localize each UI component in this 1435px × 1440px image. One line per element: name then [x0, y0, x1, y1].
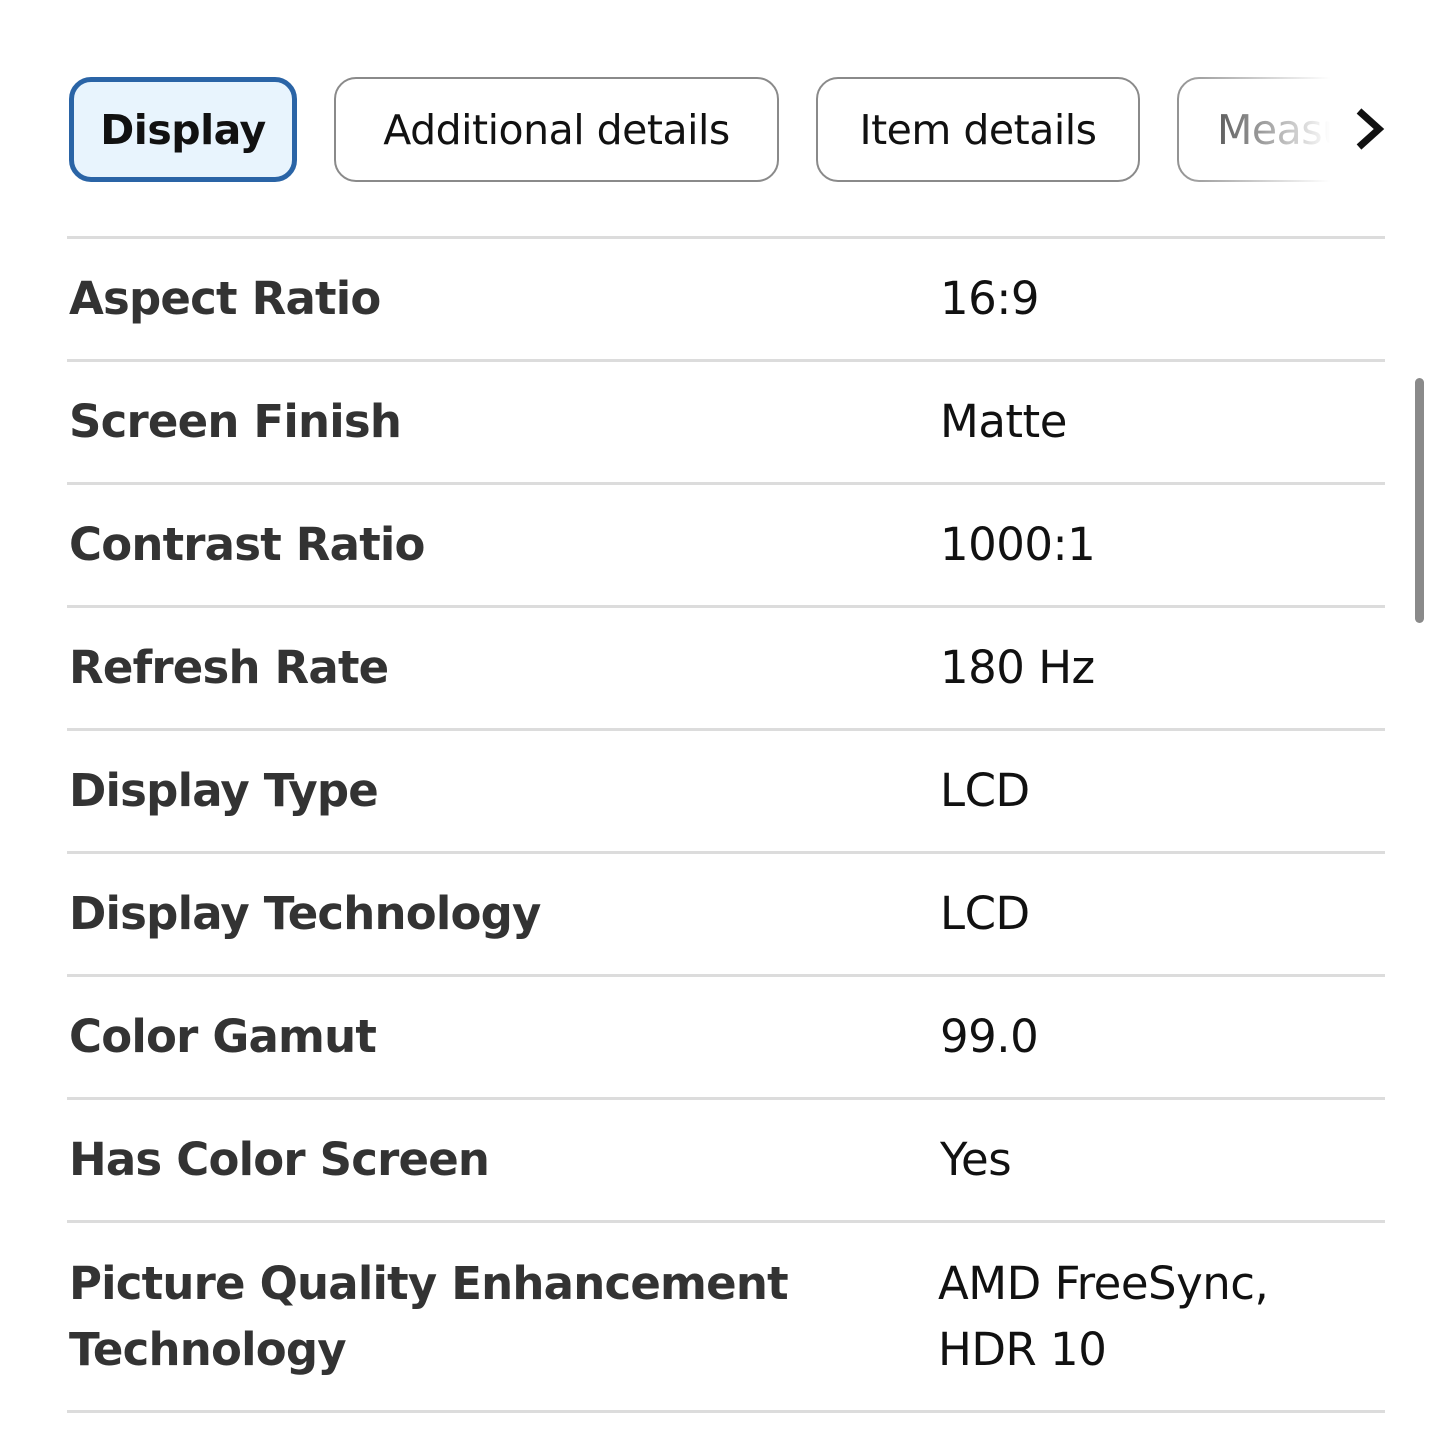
tab-bar: Display Additional details Item details … [69, 77, 1385, 182]
spec-value: 180 Hz [940, 641, 1095, 694]
spec-value: Yes [940, 1133, 1012, 1186]
spec-value: 99.0 [940, 1010, 1039, 1063]
spec-value: Matte [940, 395, 1067, 448]
table-row: Aspect Ratio 16:9 [67, 239, 1385, 362]
table-row: Color Gamut 99.0 [67, 977, 1385, 1100]
table-row: Has Color Screen Yes [67, 1100, 1385, 1223]
table-row: Display Type LCD [67, 731, 1385, 854]
spec-label: Color Gamut [69, 1010, 377, 1063]
spec-label: Screen Finish [69, 395, 402, 448]
table-row: Picture Quality Enhancement Technology AM… [67, 1223, 1385, 1413]
spec-label: Contrast Ratio [69, 518, 425, 571]
spec-value: LCD [940, 764, 1030, 817]
specs-table: Aspect Ratio 16:9 Screen Finish Matte Cont… [67, 236, 1385, 1413]
spec-label: Refresh Rate [69, 641, 389, 694]
spec-label: Display Technology [69, 887, 541, 940]
spec-value: 1000:1 [940, 518, 1096, 571]
spec-label: Picture Quality Enhancement Technology [69, 1256, 789, 1376]
table-row: Display Technology LCD [67, 854, 1385, 977]
chevron-right-icon[interactable] [1349, 107, 1385, 151]
scrollbar[interactable] [1415, 378, 1424, 623]
tab-display[interactable]: Display [69, 77, 297, 182]
spec-value: LCD [940, 887, 1030, 940]
spec-label: Has Color Screen [69, 1133, 490, 1186]
spec-label: Display Type [69, 764, 379, 817]
table-row: Contrast Ratio 1000:1 [67, 485, 1385, 608]
spec-value: 16:9 [940, 272, 1040, 325]
tab-additional-details[interactable]: Additional details [334, 77, 779, 182]
table-row: Screen Finish Matte [67, 362, 1385, 485]
spec-value: AMD FreeSync, HDR 10 [938, 1256, 1269, 1376]
spec-label: Aspect Ratio [69, 272, 381, 325]
tab-item-details[interactable]: Item details [816, 77, 1140, 182]
table-row: Refresh Rate 180 Hz [67, 608, 1385, 731]
